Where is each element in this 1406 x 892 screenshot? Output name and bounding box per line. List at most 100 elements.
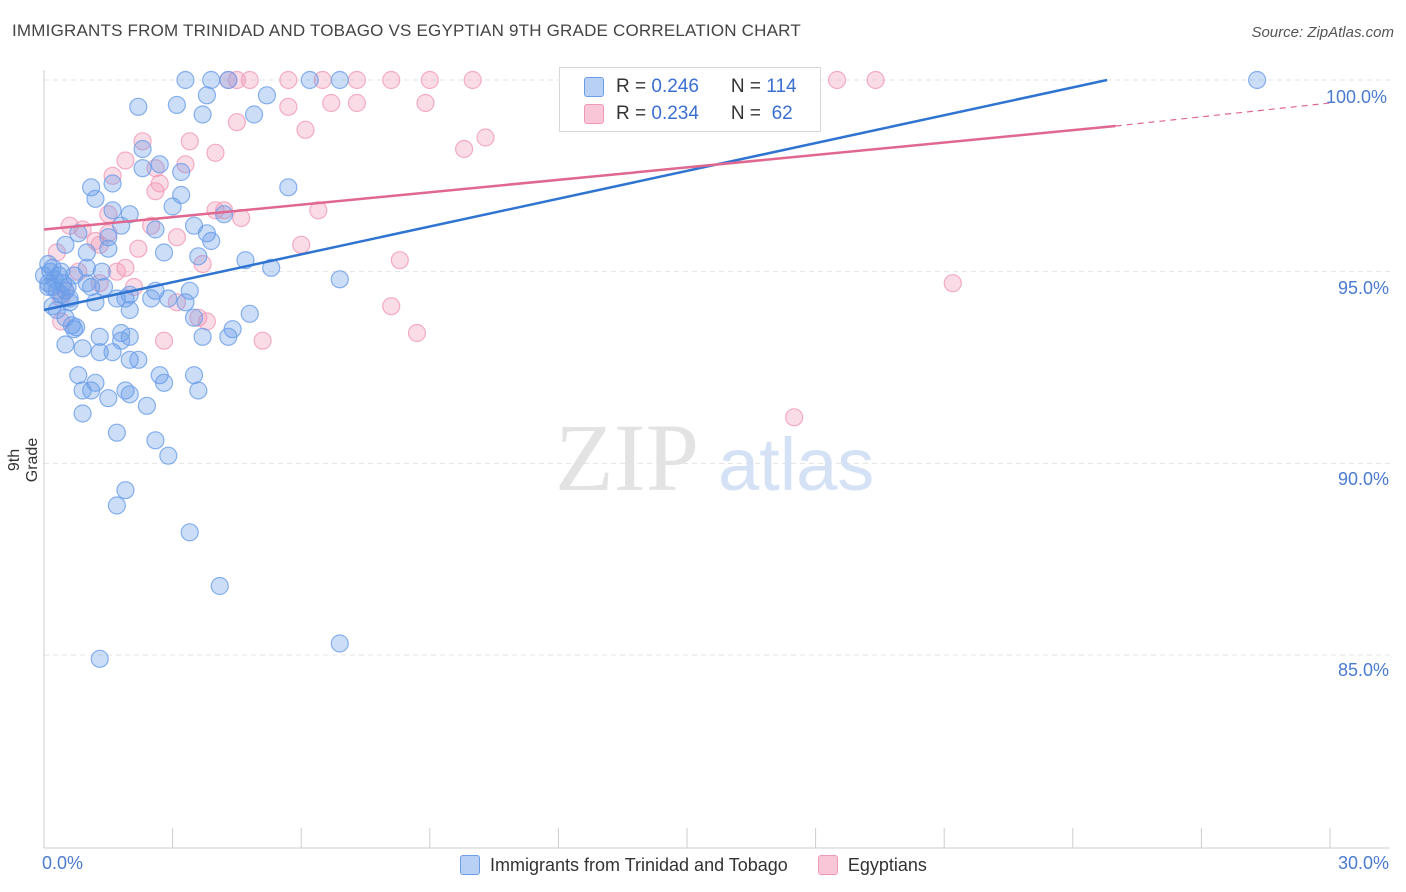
- trinidad-point: [154, 243, 174, 262]
- egyptians-point: [279, 97, 298, 116]
- trinidad-point: [82, 178, 101, 197]
- legend-item-egyptians[interactable]: Egyptians: [817, 855, 927, 876]
- trinidad-point: [219, 327, 238, 346]
- stats-legend: R = 0.246 N = 114 R = 0.234 N = 62: [559, 67, 821, 132]
- egyptians-point: [454, 139, 474, 159]
- trinidad-points: [34, 70, 1267, 668]
- x-axis-max-label: 30.0%: [1338, 853, 1390, 873]
- egyptians-point: [146, 182, 165, 201]
- trinidad-point: [197, 86, 216, 105]
- egyptians-point: [129, 239, 148, 258]
- watermark-atlas: atlas: [718, 423, 874, 506]
- y-tick-label: 85.0%: [1338, 660, 1390, 680]
- trinidad-point: [129, 350, 148, 369]
- y-tick-label: 95.0%: [1338, 278, 1390, 298]
- egyptians-point: [253, 331, 272, 350]
- trinidad-point: [176, 70, 195, 90]
- watermark: ZIP atlas: [555, 404, 874, 511]
- egyptians-point: [107, 262, 126, 281]
- legend-swatch-pink: [584, 104, 604, 124]
- trinidad-point: [69, 224, 88, 243]
- egyptians-point: [416, 93, 435, 113]
- egyptians-point: [827, 70, 847, 90]
- trend-lines: [43, 78, 1331, 312]
- legend-n-value: 62: [766, 103, 793, 124]
- trinidad-point: [167, 95, 186, 115]
- trinidad-point: [107, 423, 126, 442]
- egyptians-point: [420, 70, 439, 90]
- trinidad-point: [214, 205, 234, 224]
- x-axis-min-label: 0.0%: [42, 853, 84, 873]
- trinidad-point: [172, 162, 191, 182]
- legend-row-egyptians: R = 0.234 N = 62: [584, 101, 793, 127]
- egyptians-trend-line: [43, 124, 1116, 231]
- trinidad-point: [146, 431, 165, 450]
- trinidad-point: [159, 446, 178, 465]
- egyptians-point: [227, 113, 246, 132]
- egyptians-point: [390, 251, 409, 270]
- trinidad-point: [107, 496, 126, 515]
- trinidad-point: [58, 277, 77, 297]
- egyptians-trend-extension: [1115, 102, 1331, 127]
- trinidad-point: [180, 281, 199, 300]
- legend-item-trinidad[interactable]: Immigrants from Trinidad and Tobago: [460, 855, 788, 876]
- trinidad-point: [120, 300, 139, 320]
- y-tick-label: 100.0%: [1326, 87, 1388, 107]
- trinidad-point: [279, 178, 298, 197]
- legend-swatch-blue: [584, 77, 604, 97]
- trinidad-point: [112, 323, 131, 343]
- egyptians-point: [476, 128, 495, 147]
- trinidad-point: [120, 385, 139, 404]
- egyptians-point: [296, 120, 315, 139]
- egyptians-point: [347, 93, 367, 113]
- egyptians-point: [407, 323, 427, 343]
- chart-title: IMMIGRANTS FROM TRINIDAD AND TOBAGO VS E…: [12, 21, 801, 40]
- egyptians-point: [347, 70, 367, 90]
- trinidad-point: [133, 139, 152, 159]
- trinidad-point: [39, 277, 58, 297]
- trinidad-point: [202, 231, 221, 251]
- legend-r-value: 0.234: [651, 103, 699, 124]
- trinidad-point: [257, 86, 277, 105]
- trinidad-point: [180, 523, 199, 542]
- legend-n-label: N =: [730, 103, 767, 124]
- trinidad-point: [90, 649, 109, 668]
- legend-label-trinidad: Immigrants from Trinidad and Tobago: [490, 854, 788, 875]
- y-axis-label: 9th Grade: [6, 437, 41, 483]
- trinidad-point: [73, 404, 92, 423]
- trinidad-point: [56, 335, 75, 354]
- egyptians-point: [206, 143, 225, 162]
- trinidad-point: [159, 289, 178, 308]
- trinidad-point: [137, 396, 156, 415]
- trinidad-point: [86, 189, 105, 208]
- trinidad-point: [163, 197, 182, 216]
- egyptians-point: [116, 151, 135, 170]
- trinidad-point: [103, 174, 122, 193]
- egyptians-point: [133, 132, 152, 151]
- trinidad-point: [193, 105, 212, 124]
- trinidad-point: [244, 105, 264, 124]
- trinidad-point: [77, 243, 96, 262]
- legend-r-label: R =: [616, 76, 652, 97]
- egyptians-point: [866, 70, 885, 90]
- trinidad-point: [99, 389, 118, 408]
- egyptians-point: [154, 331, 174, 350]
- trinidad-point: [129, 97, 148, 116]
- egyptians-point: [279, 70, 298, 90]
- legend-n-value: 114: [766, 76, 797, 97]
- trinidad-point: [184, 308, 204, 327]
- trinidad-point: [240, 304, 259, 323]
- trinidad-point: [300, 70, 319, 90]
- trinidad-point: [154, 373, 174, 392]
- trinidad-point: [262, 258, 281, 277]
- trinidad-point: [92, 262, 111, 281]
- trinidad-point: [142, 289, 161, 308]
- trinidad-point: [94, 277, 114, 297]
- egyptians-point: [240, 70, 259, 90]
- trinidad-point: [103, 201, 122, 220]
- trinidad-point: [330, 634, 349, 653]
- trinidad-point: [90, 343, 109, 362]
- trinidad-point: [69, 366, 88, 385]
- legend-r-label: R =: [616, 103, 652, 124]
- trinidad-point: [150, 155, 169, 174]
